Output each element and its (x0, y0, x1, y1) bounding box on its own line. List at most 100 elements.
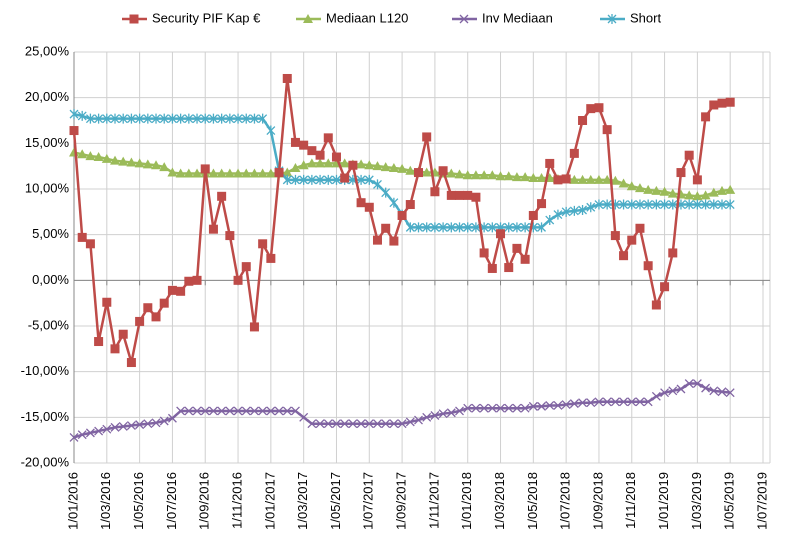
marker (471, 403, 481, 413)
marker (77, 110, 87, 121)
marker (134, 158, 145, 168)
x-tick-label: 1/09/2018 (590, 472, 605, 530)
y-tick-label: -5,00% (28, 317, 70, 332)
marker (422, 412, 432, 422)
marker (274, 168, 284, 178)
marker (241, 262, 251, 272)
x-tick-label: 1/07/2018 (558, 472, 573, 530)
marker (593, 174, 604, 184)
x-tick-label: 1/01/2019 (656, 472, 671, 530)
marker (356, 419, 366, 429)
marker (282, 406, 292, 416)
marker (151, 160, 162, 170)
marker (208, 224, 218, 234)
y-tick-label: 0,00% (32, 272, 69, 287)
marker (224, 168, 235, 178)
marker (635, 223, 645, 233)
x-tick-label: 1/09/2016 (197, 472, 212, 530)
marker (192, 113, 202, 124)
marker (619, 199, 629, 210)
marker (438, 166, 448, 176)
marker (69, 126, 79, 136)
marker (405, 417, 415, 427)
marker (511, 172, 522, 182)
marker (676, 168, 686, 178)
marker (503, 171, 514, 181)
marker (299, 140, 309, 150)
marker (110, 344, 120, 354)
marker (627, 235, 637, 245)
marker (331, 152, 341, 162)
marker (520, 254, 530, 264)
marker (709, 386, 719, 396)
x-tick-label: 1/11/2018 (623, 472, 638, 529)
marker (373, 419, 382, 429)
marker (307, 174, 317, 185)
marker (602, 199, 612, 210)
marker (339, 158, 350, 168)
x-tick-label: 1/09/2017 (394, 472, 409, 530)
marker (135, 113, 145, 124)
marker (102, 113, 112, 124)
marker (660, 282, 670, 292)
marker (561, 206, 571, 217)
marker (192, 406, 202, 416)
marker (717, 199, 727, 210)
series (69, 379, 735, 442)
marker (258, 113, 268, 124)
marker (643, 199, 653, 210)
marker (438, 222, 448, 233)
marker (249, 406, 259, 416)
marker (266, 406, 276, 416)
marker (512, 222, 522, 233)
marker (323, 419, 333, 429)
x-tick-label: 1/01/2018 (459, 472, 474, 530)
marker (479, 248, 489, 258)
marker (397, 163, 408, 173)
marker (487, 263, 497, 273)
marker (332, 174, 341, 185)
marker (249, 113, 259, 124)
marker (167, 113, 177, 124)
marker (159, 162, 170, 172)
marker (364, 419, 374, 429)
marker (364, 202, 374, 212)
marker (340, 419, 350, 429)
marker (233, 113, 243, 124)
marker (684, 150, 694, 160)
marker (225, 406, 235, 416)
marker (700, 190, 711, 200)
marker (291, 406, 300, 416)
marker (496, 403, 505, 413)
marker (569, 174, 580, 184)
marker (438, 409, 448, 419)
marker (668, 248, 678, 258)
marker (110, 155, 121, 165)
marker (315, 174, 325, 185)
marker (455, 222, 464, 233)
marker (709, 100, 719, 110)
marker (651, 185, 662, 195)
x-tick-label: 1/03/2016 (98, 472, 113, 530)
marker (487, 403, 497, 413)
marker (725, 199, 735, 210)
marker (578, 398, 588, 408)
marker (208, 168, 219, 178)
marker (110, 422, 120, 432)
marker (537, 401, 546, 411)
marker (372, 235, 382, 245)
marker (520, 222, 530, 233)
marker (594, 397, 604, 407)
marker (569, 148, 579, 158)
marker (266, 125, 276, 136)
marker (110, 113, 120, 124)
marker (94, 426, 104, 436)
x-tick-label: 1/07/2016 (164, 472, 179, 530)
marker (536, 173, 547, 183)
marker (578, 116, 588, 125)
marker (446, 190, 456, 200)
marker (421, 167, 432, 177)
marker (602, 397, 612, 407)
series (69, 73, 735, 368)
marker (634, 183, 645, 193)
